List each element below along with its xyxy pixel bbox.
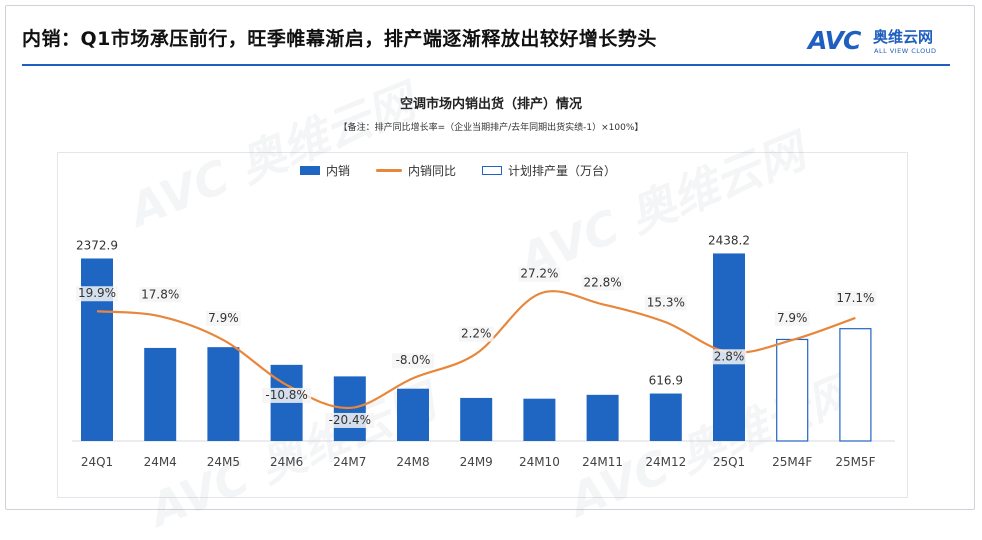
yoy-value-label: 15.3% <box>647 295 685 309</box>
yoy-label-box <box>392 353 434 369</box>
yoy-value-label: 2.2% <box>461 327 492 341</box>
chart-title: 空调市场内销出货（排产）情况 <box>399 97 582 112</box>
legend-swatch-outline <box>482 166 503 175</box>
sales-bar <box>397 388 429 441</box>
logo-mark: AVC <box>808 26 861 55</box>
x-tick-label: 24M10 <box>519 455 560 469</box>
x-tick-label: 24M12 <box>645 455 686 469</box>
yoy-label-box <box>711 349 747 365</box>
yoy-label-box <box>774 311 810 327</box>
chart-canvas: 2372.9 24Q1 24M4 24M5 24M6 24M7 24M8 24M9 24M10 2… <box>72 233 895 469</box>
yoy-label-box <box>518 266 561 282</box>
sales-value-label: 616.9 <box>649 374 683 388</box>
sales-bar <box>207 347 240 441</box>
legend-item-yoy: 内销同比 <box>376 162 456 179</box>
plan-bar <box>776 338 809 442</box>
yoy-label-box <box>458 326 494 342</box>
x-tick-label: 24Q1 <box>81 455 113 469</box>
yoy-label-box <box>76 286 118 302</box>
plot-frame <box>57 152 908 498</box>
legend-swatch-line <box>376 169 403 172</box>
sales-bar <box>523 398 556 441</box>
yoy-value-label: 17.8% <box>141 287 179 301</box>
sales-bar <box>649 393 682 441</box>
sales-bar <box>144 347 177 441</box>
sales-value-label: 2372.9 <box>76 238 118 252</box>
chart-note: 【备注：排产同比增长率=（企业当期排产/去年同期出货实绩-1）×100%】 <box>338 123 644 133</box>
sales-value-label: 2438.2 <box>708 233 750 247</box>
yoy-value-label: 17.1% <box>836 291 874 305</box>
yoy-value-label: 22.8% <box>584 275 622 289</box>
sales-bar <box>713 253 745 441</box>
header-divider <box>22 64 950 66</box>
x-tick-label: 25M4F <box>772 455 812 469</box>
x-tick-label: 25M5F <box>835 455 875 469</box>
legend-label: 内销 <box>326 164 351 178</box>
logo-chinese-name: 奥维云网 <box>873 28 934 46</box>
sales-bar <box>586 394 619 441</box>
yoy-value-label: 27.2% <box>520 267 558 281</box>
legend-swatch-bar <box>300 166 320 175</box>
slide-border <box>5 5 975 510</box>
yoy-value-label: 7.9% <box>777 311 808 325</box>
x-tick-label: 25Q1 <box>713 455 745 469</box>
x-tick-label: 24M9 <box>460 455 493 469</box>
yoy-value-label: 2.8% <box>714 349 745 363</box>
plan-bar <box>839 328 872 442</box>
brand-logo: AVC 奥维云网 ALL VIEW CLOUD <box>808 26 958 62</box>
chart-legend: 内销 内销同比 计划排产量（万台） <box>300 162 616 179</box>
yoy-value-label: -20.4% <box>329 413 371 427</box>
x-tick-label: 24M7 <box>333 455 366 469</box>
legend-item-plan: 计划排产量（万台） <box>482 162 616 179</box>
yoy-label-box <box>206 311 241 327</box>
sales-bar <box>270 364 303 441</box>
x-tick-label: 24M4 <box>144 455 177 469</box>
yoy-label-box <box>325 412 375 428</box>
logo-english-name: ALL VIEW CLOUD <box>874 47 937 55</box>
x-tick-label: 24M5 <box>207 455 240 469</box>
yoy-value-label: -8.0% <box>396 353 431 367</box>
page-title: 内销：Q1市场承压前行，旺季帷幕渐启，排产端逐渐释放出较好增长势头 <box>22 28 657 50</box>
x-tick-label: 24M8 <box>396 455 429 469</box>
yoy-value-label: 7.9% <box>208 311 239 325</box>
yoy-value-label: -10.8% <box>265 388 307 402</box>
legend-label: 内销同比 <box>408 164 457 178</box>
legend-label: 计划排产量（万台） <box>508 164 617 178</box>
yoy-label-box <box>139 287 182 303</box>
yoy-label-box <box>581 275 624 291</box>
yoy-value-label: 19.9% <box>78 286 116 300</box>
sales-bar <box>460 397 493 441</box>
x-tick-label: 24M6 <box>270 455 303 469</box>
x-tick-label: 24M11 <box>582 455 623 469</box>
yoy-label-box <box>644 295 687 311</box>
legend-item-sales: 内销 <box>300 162 350 179</box>
yoy-label-box <box>262 387 312 403</box>
yoy-label-box <box>834 290 877 306</box>
